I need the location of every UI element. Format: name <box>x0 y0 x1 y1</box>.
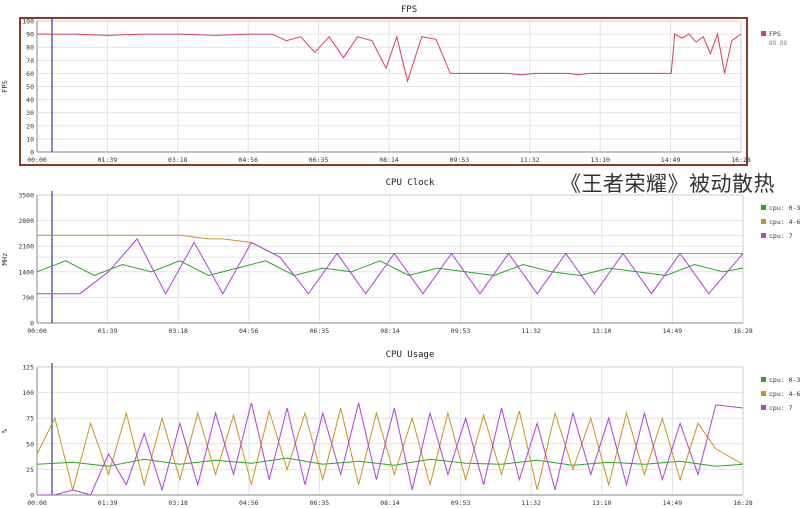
x-tick-label: 01:39 <box>98 327 118 335</box>
legend-swatch-2 <box>761 233 766 238</box>
y-tick-label: 2100 <box>18 243 34 251</box>
legend-swatch-0 <box>761 205 766 210</box>
x-tick-label: 03:18 <box>168 327 188 335</box>
y-tick-label: 25 <box>26 466 34 474</box>
y-tick-label: 0 <box>30 149 34 157</box>
x-tick-label: 11:32 <box>520 156 540 164</box>
y-tick-label: 50 <box>26 440 34 448</box>
x-tick-label: 09:53 <box>450 156 470 164</box>
series-line-2 <box>37 402 744 496</box>
x-tick-label: 04:56 <box>238 156 258 164</box>
x-tick-label: 14:49 <box>663 499 683 507</box>
y-axis-label: MHz <box>1 253 9 266</box>
y-axis-label: FPS <box>1 80 9 93</box>
y-tick-label: 60 <box>26 70 34 78</box>
chart-2: CPU Usage 00:00 01:39 03:18 04:56 06:35 08:14 0… <box>1 350 800 507</box>
chart-caption: 《王者荣耀》被动散热 <box>560 172 775 196</box>
x-tick-label: 08:14 <box>380 327 400 335</box>
x-tick-label: 11:32 <box>521 499 541 507</box>
y-tick-label: 20 <box>26 122 34 130</box>
x-tick-label: 03:18 <box>168 156 188 164</box>
y-tick-label: 100 <box>22 389 34 397</box>
legend-label-2: cpu: 7 <box>769 404 793 412</box>
chart-0: FPS 00:00 01:39 03:18 04:56 06:35 08:14 09:53 11… <box>1 5 787 166</box>
y-tick-label: 700 <box>22 294 34 302</box>
series-line-0 <box>36 260 744 277</box>
legend-label-0: FPS <box>769 30 781 38</box>
y-tick-label: 2800 <box>18 217 34 225</box>
x-tick-label: 11:32 <box>521 327 541 335</box>
y-tick-label: 50 <box>26 83 34 91</box>
x-tick-label: 01:39 <box>98 499 118 507</box>
x-tick-label: 16:28 <box>731 156 751 164</box>
x-tick-label: 08:14 <box>379 156 399 164</box>
legend-swatch-0 <box>761 31 766 36</box>
y-tick-label: 100 <box>22 18 34 26</box>
x-tick-label: 14:49 <box>661 156 681 164</box>
y-tick-label: 3500 <box>18 192 34 200</box>
x-tick-label: 13:10 <box>590 156 610 164</box>
legend-swatch-1 <box>761 391 766 396</box>
y-tick-label: 75 <box>26 415 34 423</box>
legend-swatch-0 <box>761 377 766 382</box>
y-tick-label: 30 <box>26 109 34 117</box>
y-axis-label: % <box>1 428 9 433</box>
x-tick-label: 06:35 <box>310 499 330 507</box>
legend-label-2: cpu: 7 <box>769 232 793 240</box>
y-tick-label: 80 <box>26 44 34 52</box>
x-tick-label: 06:35 <box>310 327 330 335</box>
x-tick-label: 01:39 <box>98 156 118 164</box>
x-tick-label: 09:53 <box>451 327 471 335</box>
x-tick-label: 13:10 <box>592 327 612 335</box>
x-tick-label: 04:56 <box>239 499 259 507</box>
series-line-0 <box>37 32 742 84</box>
x-tick-label: 00:00 <box>27 499 47 507</box>
x-tick-label: 04:56 <box>239 327 259 335</box>
legend-value: 88.88 <box>769 40 787 47</box>
y-tick-label: 0 <box>30 320 34 328</box>
chart-title: FPS <box>401 5 417 15</box>
legend-label-0: cpu: 0-3 <box>769 204 800 212</box>
chart-1: CPU Clock 00:00 01:39 03:18 04:56 06:35 08:14 0… <box>1 178 800 335</box>
y-tick-label: 70 <box>26 57 34 65</box>
legend-label-0: cpu: 0-3 <box>769 376 800 384</box>
x-tick-label: 16:28 <box>733 499 753 507</box>
legend-swatch-1 <box>761 219 766 224</box>
y-tick-label: 0 <box>30 492 34 500</box>
series-line-1 <box>37 234 743 254</box>
x-tick-label: 16:28 <box>733 327 753 335</box>
x-tick-label: 06:35 <box>309 156 329 164</box>
legend-label-1: cpu: 4-6 <box>769 390 800 398</box>
x-tick-label: 09:53 <box>451 499 471 507</box>
y-tick-label: 125 <box>22 364 34 372</box>
y-tick-label: 40 <box>26 96 34 104</box>
x-tick-label: 00:00 <box>27 327 47 335</box>
x-tick-label: 03:18 <box>168 499 188 507</box>
series-line-2 <box>37 238 744 295</box>
chart-title: CPU Clock <box>386 178 435 188</box>
x-tick-label: 08:14 <box>380 499 400 507</box>
chart-title: CPU Usage <box>386 350 435 360</box>
legend-label-1: cpu: 4-6 <box>769 218 800 226</box>
series-line-0 <box>36 457 744 467</box>
legend-swatch-2 <box>761 405 766 410</box>
x-tick-label: 14:49 <box>663 327 683 335</box>
y-tick-label: 10 <box>26 135 34 143</box>
y-tick-label: 1400 <box>18 268 34 276</box>
x-tick-label: 13:10 <box>592 499 612 507</box>
x-tick-label: 00:00 <box>27 156 47 164</box>
y-tick-label: 90 <box>26 31 34 39</box>
chart-frame <box>19 17 748 166</box>
